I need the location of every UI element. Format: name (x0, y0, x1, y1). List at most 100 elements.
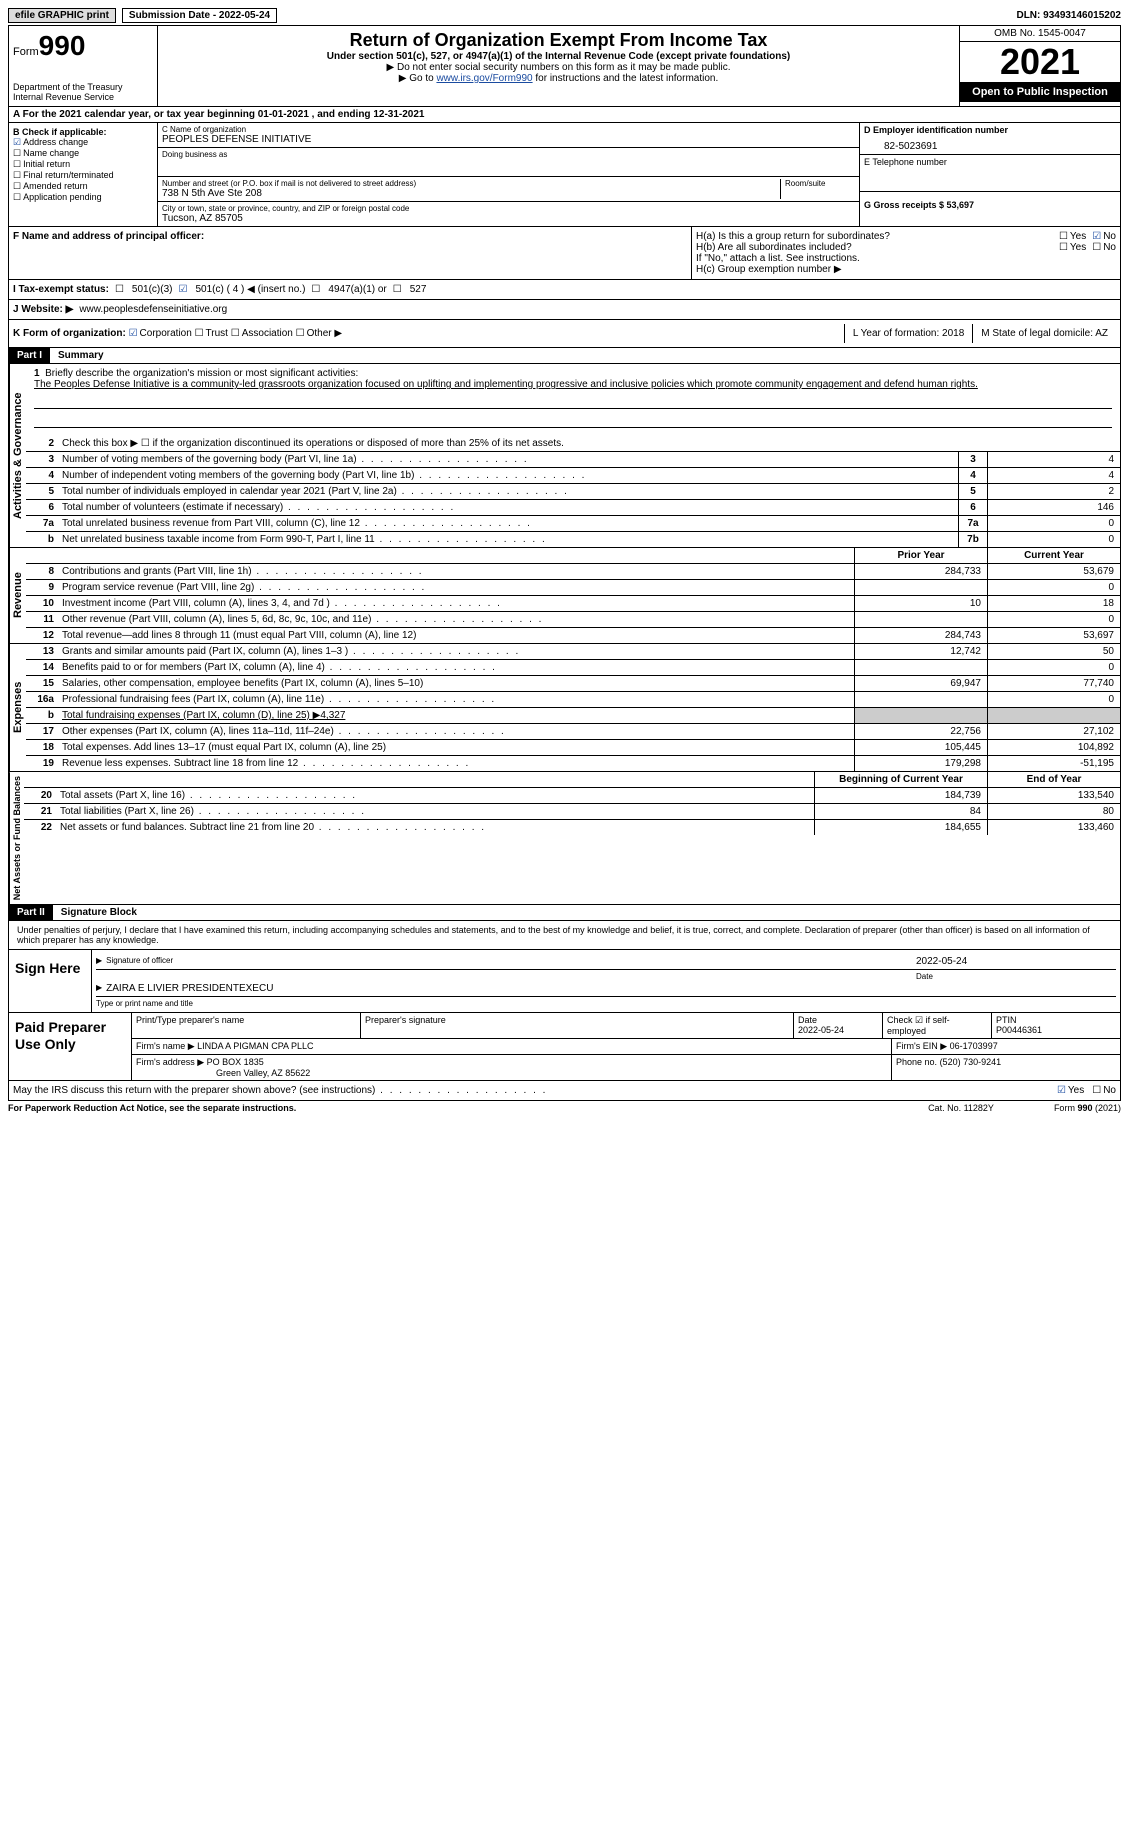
form-subtitle-1: Under section 501(c), 527, or 4947(a)(1)… (162, 51, 955, 62)
governance-section: Activities & Governance 1 Briefly descri… (8, 364, 1121, 548)
may-no-check[interactable] (1092, 1085, 1103, 1096)
current-year-hdr: Current Year (987, 548, 1120, 563)
line11-curr: 0 (987, 612, 1120, 627)
check-app-pending[interactable] (13, 192, 23, 202)
check-trust[interactable] (195, 328, 206, 339)
tax-exempt-label: I Tax-exempt status: (13, 284, 109, 295)
line3-desc: Number of voting members of the governin… (58, 452, 958, 467)
line22-beg: 184,655 (814, 820, 987, 835)
ptin-value: P00446361 (996, 1025, 1116, 1035)
check-501c3[interactable] (115, 284, 126, 295)
line9-prior (854, 580, 987, 595)
line7a-box: 7a (958, 516, 987, 531)
initial-return-label: Initial return (23, 159, 70, 169)
firm-phone: (520) 730-9241 (940, 1057, 1002, 1067)
line16b-prior (854, 708, 987, 723)
line17-desc: Other expenses (Part IX, column (A), lin… (58, 724, 854, 739)
line18-prior: 105,445 (854, 740, 987, 755)
line18-num: 18 (26, 740, 58, 755)
blank-line-2 (34, 413, 1112, 428)
line21-num: 21 (24, 804, 56, 819)
part1-header: Part I Summary (8, 348, 1121, 364)
line7b-box: 7b (958, 532, 987, 547)
final-return-label: Final return/terminated (23, 170, 114, 180)
prep-date: 2022-05-24 (798, 1025, 878, 1035)
check-initial-return[interactable] (13, 159, 23, 169)
check-if-label: B Check if applicable: (13, 127, 153, 137)
line12-desc: Total revenue—add lines 8 through 11 (mu… (58, 628, 854, 643)
check-name-change[interactable] (13, 148, 23, 158)
hb-no-check[interactable] (1092, 242, 1103, 253)
check-assoc[interactable] (231, 328, 242, 339)
part2-label: Part II (9, 905, 53, 920)
ptin-label: PTIN (996, 1015, 1116, 1025)
check-final-return[interactable] (13, 170, 23, 180)
501c3-label: 501(c)(3) (132, 284, 173, 295)
dba-label: Doing business as (162, 150, 855, 159)
row-a-tax-year: A For the 2021 calendar year, or tax yea… (8, 107, 1121, 123)
city-state-zip: Tucson, AZ 85705 (162, 213, 855, 224)
dln-label: DLN: 93493146015202 (1016, 10, 1121, 21)
may-discuss-row: May the IRS discuss this return with the… (8, 1081, 1121, 1101)
check-address-change[interactable] (13, 137, 23, 147)
line13-desc: Grants and similar amounts paid (Part IX… (58, 644, 854, 659)
entity-block: B Check if applicable: Address change Na… (8, 123, 1121, 227)
ha-no-check[interactable] (1092, 231, 1103, 242)
hb-yes-check[interactable] (1059, 242, 1070, 253)
tax-year: 2021 (960, 42, 1120, 82)
ha-yes-check[interactable] (1059, 231, 1070, 242)
beg-year-hdr: Beginning of Current Year (814, 772, 987, 787)
line5-desc: Total number of individuals employed in … (58, 484, 958, 499)
check-corp[interactable] (129, 328, 140, 339)
line11-desc: Other revenue (Part VIII, column (A), li… (58, 612, 854, 627)
line17-prior: 22,756 (854, 724, 987, 739)
line4-num: 4 (26, 468, 58, 483)
revenue-vlabel: Revenue (9, 548, 26, 643)
line16a-desc: Professional fundraising fees (Part IX, … (58, 692, 854, 707)
footer-mid: Cat. No. 11282Y (928, 1103, 994, 1113)
line5-box: 5 (958, 484, 987, 499)
omb-number: OMB No. 1545-0047 (960, 26, 1120, 42)
website-url: www.peoplesdefenseinitiative.org (79, 304, 227, 315)
line7a-val: 0 (987, 516, 1120, 531)
street-address: 738 N 5th Ave Ste 208 (162, 188, 776, 199)
efile-button[interactable]: efile GRAPHIC print (8, 8, 116, 23)
line15-desc: Salaries, other compensation, employee b… (58, 676, 854, 691)
phone-label: E Telephone number (864, 157, 1116, 167)
state-domicile: M State of legal domicile: AZ (972, 324, 1116, 343)
line5-val: 2 (987, 484, 1120, 499)
org-name: PEOPLES DEFENSE INITIATIVE (162, 134, 855, 145)
name-change-label: Name change (23, 148, 79, 158)
check-amended[interactable] (13, 181, 23, 191)
501c-label: 501(c) ( 4 ) ◀ (insert no.) (195, 284, 305, 295)
irs-link[interactable]: www.irs.gov/Form990 (436, 73, 532, 84)
line11-num: 11 (26, 612, 58, 627)
line10-num: 10 (26, 596, 58, 611)
line12-prior: 284,743 (854, 628, 987, 643)
line22-end: 133,460 (987, 820, 1120, 835)
prep-sig-label: Preparer's signature (361, 1013, 794, 1038)
line15-curr: 77,740 (987, 676, 1120, 691)
form-header: Form990 Department of the Treasury Inter… (8, 25, 1121, 107)
app-pending-label: Application pending (23, 192, 102, 202)
form-number: 990 (39, 30, 86, 61)
may-discuss-text: May the IRS discuss this return with the… (13, 1085, 1057, 1096)
footer-left: For Paperwork Reduction Act Notice, see … (8, 1103, 296, 1113)
submission-date: Submission Date - 2022-05-24 (122, 8, 277, 23)
line6-val: 146 (987, 500, 1120, 515)
check-501c[interactable] (179, 284, 190, 295)
4947-label: 4947(a)(1) or (328, 284, 386, 295)
line8-desc: Contributions and grants (Part VIII, lin… (58, 564, 854, 579)
hb-label: H(b) Are all subordinates included? (696, 242, 1059, 253)
check-other[interactable] (296, 328, 307, 339)
check-527[interactable] (393, 284, 404, 295)
principal-officer-label: F Name and address of principal officer: (13, 231, 687, 242)
line10-curr: 18 (987, 596, 1120, 611)
may-yes-check[interactable] (1057, 1085, 1068, 1096)
line19-desc: Revenue less expenses. Subtract line 18 … (58, 756, 854, 771)
prior-year-hdr: Prior Year (854, 548, 987, 563)
line13-curr: 50 (987, 644, 1120, 659)
page-footer: For Paperwork Reduction Act Notice, see … (8, 1101, 1121, 1115)
check-4947[interactable] (311, 284, 322, 295)
line4-box: 4 (958, 468, 987, 483)
